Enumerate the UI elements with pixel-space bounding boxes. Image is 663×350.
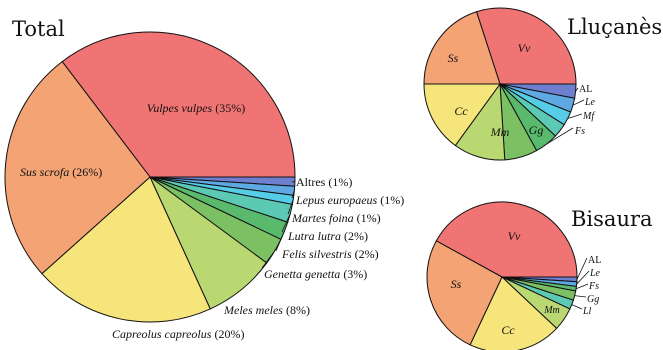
data-label-ll: Ll xyxy=(582,306,592,317)
data-label-mm: Mm xyxy=(543,305,560,316)
leader-line-le xyxy=(576,270,590,285)
data-label-mf: Mf xyxy=(582,111,595,122)
data-label-vv: Vv xyxy=(518,41,531,55)
data-label-al: AL xyxy=(579,84,592,95)
data-label-cc: Cc xyxy=(454,104,468,118)
pie-slice-vv xyxy=(435,201,578,278)
pie-slice-capreolus-capreolus xyxy=(41,176,211,323)
data-label-al: AL xyxy=(588,255,601,266)
pie-slice-cc xyxy=(423,83,501,147)
data-label-genetta-genetta: Genetta genetta (3%) xyxy=(264,267,367,281)
leader-line-al xyxy=(575,87,579,92)
leader-line-le xyxy=(572,99,585,106)
data-label-vulpes-vulpes: Vulpes vulpes (35%) xyxy=(147,101,245,115)
data-label-lepus-europaeus: Lepus europaeus (1%) xyxy=(295,193,404,207)
leader-line-fs xyxy=(546,127,574,145)
leader-line-gg xyxy=(574,295,587,298)
leader-line-martes-foina xyxy=(287,199,294,215)
leader-line-ll xyxy=(571,304,583,310)
data-label-vv: Vv xyxy=(508,229,521,243)
data-label-le: Le xyxy=(584,97,596,108)
pie-slice-cc xyxy=(469,276,558,350)
data-label-sus-scrofa: Sus scrofa (26%) xyxy=(20,165,102,179)
data-label-cc: Cc xyxy=(501,323,515,337)
leader-line-lutra-lutra xyxy=(281,213,291,233)
leader-line-lepus-europaeus xyxy=(291,190,295,199)
pie-slice-vv xyxy=(475,7,577,85)
data-label-lutra-lutra: Lutra lutra (2%) xyxy=(287,229,368,243)
pie-slice-sus-scrofa xyxy=(4,60,151,275)
data-label-ss: Ss xyxy=(451,277,462,291)
data-label-ss: Ss xyxy=(448,51,459,65)
leader-line-genetta-genetta xyxy=(261,251,275,269)
leader-line-mf xyxy=(567,113,583,119)
pie-slice-ss xyxy=(423,11,501,85)
data-label-mm: Mm xyxy=(490,125,510,139)
data-label-capreolus-capreolus: Capreolus capreolus (20%) xyxy=(112,327,244,341)
data-label-felis-silvestris: Felis silvestris (2%) xyxy=(281,247,379,261)
chart-title-llucanes: Lluçanès xyxy=(567,15,662,39)
chart-title-total: Total xyxy=(12,17,65,41)
data-label-le: Le xyxy=(589,268,601,279)
data-label-gg: Gg xyxy=(587,294,599,305)
chart-title-bisaura: Bisaura xyxy=(571,207,653,231)
leader-line-fs xyxy=(575,283,589,290)
data-label-fs: Fs xyxy=(588,281,599,292)
leader-line-al xyxy=(576,257,588,280)
pie-chart-llucanes: Lluçanès Vv Ss Cc Mm Gg AL Le Mf Fs xyxy=(423,7,662,161)
data-label-altres: Altres (1%) xyxy=(296,175,352,189)
pie-slice-ss xyxy=(426,240,503,346)
data-label-martes-foina: Martes foina (1%) xyxy=(291,211,381,225)
data-label-meles-meles: Meles meles (8%) xyxy=(223,303,310,317)
data-label-fs: Fs xyxy=(574,126,585,137)
pie-slice-vulpes-vulpes xyxy=(61,31,296,178)
pie-chart-bisaura: Bisaura Vv Ss Cc Mm AL Le Fs Gg Ll xyxy=(426,201,653,350)
data-label-gg: Gg xyxy=(529,123,544,137)
pie-chart-total: Total Vulpes vulpes (35%) Sus scrofa (26… xyxy=(4,17,404,341)
leader-line-felis-silvestris xyxy=(275,230,285,252)
